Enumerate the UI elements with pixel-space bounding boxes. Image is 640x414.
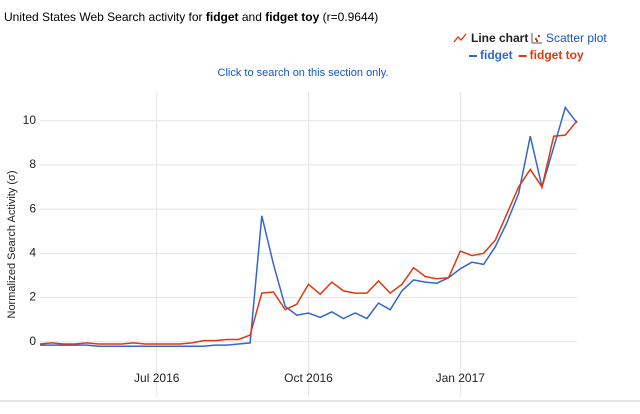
title-part: fidget toy bbox=[265, 10, 320, 24]
view-link[interactable]: Line chart bbox=[471, 31, 528, 45]
y-tick-label: 8 bbox=[29, 157, 36, 171]
x-tick-label: Jan 2017 bbox=[436, 371, 486, 385]
legend-label[interactable]: fidget bbox=[480, 48, 513, 62]
x-tick-label: Oct 2016 bbox=[284, 371, 333, 385]
y-tick-label: 4 bbox=[29, 246, 36, 260]
x-tick-label: Jul 2016 bbox=[134, 371, 180, 385]
y-axis-label: Normalized Search Activity (σ) bbox=[6, 171, 18, 319]
series-line bbox=[39, 120, 578, 345]
y-tick-label: 2 bbox=[29, 290, 36, 304]
y-tick-label: 0 bbox=[29, 334, 36, 348]
y-tick-label: 10 bbox=[23, 113, 37, 127]
y-tick-label: 6 bbox=[29, 201, 36, 215]
title-part: and bbox=[238, 10, 266, 24]
view-link[interactable]: Scatter plot bbox=[546, 31, 607, 45]
title-part: (r=0.9644) bbox=[319, 10, 379, 24]
series-line bbox=[40, 105, 578, 347]
chart-title: United States Web Search activity for fi… bbox=[4, 10, 378, 24]
scatter-icon bbox=[531, 33, 542, 44]
legend-label[interactable]: fidget toy bbox=[530, 48, 584, 62]
title-part: United States Web Search activity for bbox=[4, 10, 206, 24]
line-chart-icon bbox=[453, 33, 467, 43]
scatter-dots bbox=[535, 35, 540, 42]
section-hint[interactable]: Click to search on this section only. bbox=[218, 67, 389, 79]
title-part: fidget bbox=[205, 10, 239, 24]
